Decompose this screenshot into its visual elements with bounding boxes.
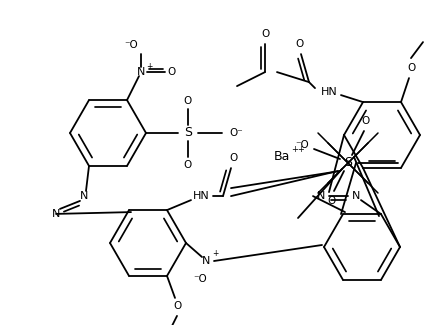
Text: +: + bbox=[212, 250, 218, 258]
Text: O⁻: O⁻ bbox=[229, 128, 243, 138]
Text: N: N bbox=[352, 191, 360, 201]
Text: O: O bbox=[261, 29, 269, 39]
Text: O: O bbox=[168, 67, 176, 77]
Text: ++: ++ bbox=[291, 145, 305, 153]
Text: S: S bbox=[184, 126, 192, 139]
Text: N: N bbox=[317, 191, 325, 201]
Text: O: O bbox=[184, 96, 192, 106]
Text: ⁻O: ⁻O bbox=[124, 40, 138, 50]
Text: O: O bbox=[407, 63, 415, 73]
Text: O: O bbox=[229, 153, 237, 163]
Text: ⁻O: ⁻O bbox=[295, 140, 309, 150]
Text: O: O bbox=[362, 116, 370, 126]
Text: +: + bbox=[146, 62, 152, 71]
Text: ⁻O: ⁻O bbox=[193, 274, 207, 284]
Text: N: N bbox=[80, 191, 88, 201]
Text: O: O bbox=[173, 301, 181, 311]
Text: O: O bbox=[295, 39, 303, 49]
Text: N: N bbox=[52, 209, 60, 219]
Text: O: O bbox=[184, 160, 192, 170]
Text: O: O bbox=[328, 196, 336, 206]
Text: Ba: Ba bbox=[274, 150, 290, 163]
Text: N: N bbox=[202, 256, 210, 266]
Text: N: N bbox=[137, 67, 145, 77]
Text: S: S bbox=[344, 157, 352, 170]
Text: HN: HN bbox=[193, 191, 209, 201]
Text: HN: HN bbox=[320, 87, 337, 97]
